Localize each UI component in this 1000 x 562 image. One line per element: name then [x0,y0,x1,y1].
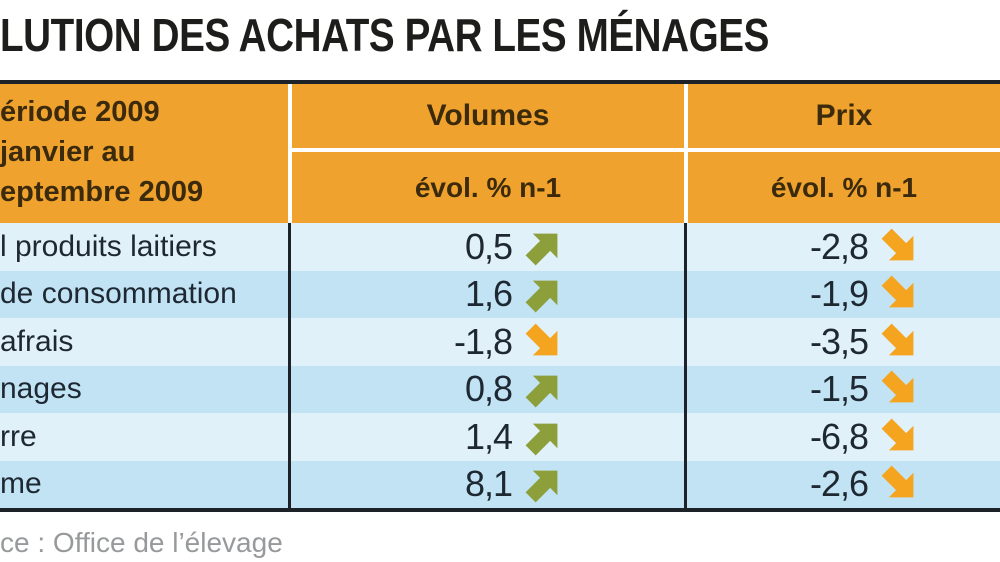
prix-value: -3,5 [809,320,869,362]
prix-value: -2,6 [809,463,869,505]
table-body: l produits laitiers 0,5 -2,8 de consomma… [0,223,1000,508]
volumes-value: 1,4 [464,415,513,457]
volumes-value-cell: 8,1 [288,460,684,508]
page-title: LUTION DES ACHATS PAR LES MÉNAGES [0,9,770,61]
volumes-header-cell: Volumes évol. % n-1 [288,84,684,223]
volumes-value-cell: -1,8 [288,318,684,366]
period-line-3: eptembre 2009 [0,176,204,208]
trend-up-icon [525,370,563,408]
prix-value-cell: -1,9 [684,270,1000,318]
period-header-cell: ériode 2009 janvier au eptembre 2009 [0,84,288,223]
prix-value-cell: -2,8 [684,223,1000,271]
prix-header-cell: Prix évol. % n-1 [684,84,1000,223]
household-purchases-table: ériode 2009 janvier au eptembre 2009 Vol… [0,80,1000,512]
volumes-value-cell: 1,4 [288,413,684,461]
row-label: afrais [0,324,74,358]
prix-value: -6,8 [809,415,869,457]
source-credit: ce : Office de l’élevage [0,527,283,558]
prix-value-cell: -3,5 [684,318,1000,366]
trend-up-icon [525,465,563,503]
volumes-value-cell: 1,6 [288,270,684,318]
infographic-page: LUTION DES ACHATS PAR LES MÉNAGES ériode… [0,10,1000,562]
prix-value-cell: -6,8 [684,413,1000,461]
trend-down-icon [525,323,563,361]
volumes-header-label: Volumes [292,84,684,152]
prix-value-cell: -2,6 [684,460,1000,508]
period-line-1: ériode 2009 [0,96,160,128]
trend-down-icon [881,228,919,266]
trend-down-icon [881,465,919,503]
trend-down-icon [881,323,919,361]
prix-value: -2,8 [809,225,869,267]
row-label: me [0,467,42,501]
row-label: rre [0,419,37,453]
row-label: nages [0,372,82,406]
row-label: de consommation [0,277,237,311]
trend-up-icon [525,228,563,266]
prix-value-cell: -1,5 [684,365,1000,413]
trend-up-icon [525,275,563,313]
prix-header-label: Prix [688,84,1000,152]
trend-down-icon [881,275,919,313]
trend-down-icon [881,418,919,456]
volumes-value-cell: 0,5 [288,223,684,271]
table-row: afrais -1,8 -3,5 [0,318,1000,366]
table-header: ériode 2009 janvier au eptembre 2009 Vol… [0,84,1000,223]
trend-up-icon [525,418,563,456]
table-row: rre 1,4 -6,8 [0,413,1000,461]
prix-value: -1,9 [809,273,869,315]
prix-header-sublabel: évol. % n-1 [770,171,918,203]
table-row: l produits laitiers 0,5 -2,8 [0,223,1000,271]
prix-value: -1,5 [809,368,869,410]
row-label: l produits laitiers [0,229,217,263]
volumes-value-cell: 0,8 [288,365,684,413]
volumes-value: -1,8 [453,320,513,362]
volumes-value: 0,5 [464,225,513,267]
table-row: me 8,1 -2,6 [0,460,1000,508]
volumes-value: 8,1 [464,463,513,505]
volumes-header-sublabel: évol. % n-1 [414,171,562,203]
period-line-2: janvier au [0,136,136,168]
volumes-value: 1,6 [464,273,513,315]
trend-down-icon [881,370,919,408]
table-row: nages 0,8 -1,5 [0,365,1000,413]
table-row: de consommation 1,6 -1,9 [0,270,1000,318]
volumes-value: 0,8 [464,368,513,410]
